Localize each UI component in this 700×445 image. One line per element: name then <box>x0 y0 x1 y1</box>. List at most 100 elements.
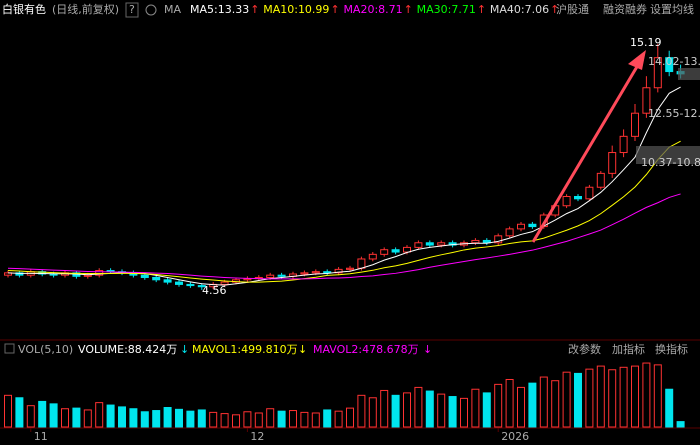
low-label: 4.56 <box>202 284 227 297</box>
volume-bar <box>209 411 218 428</box>
header-link[interactable]: 沪股通 <box>556 2 589 16</box>
mavol1-arrow: ↓ <box>298 343 307 356</box>
candle-body <box>277 274 286 277</box>
volume-bar <box>266 408 275 428</box>
volume-bar <box>437 393 446 428</box>
volume-bar <box>653 364 662 428</box>
volume-bar <box>254 412 263 428</box>
volume-bar <box>562 371 571 428</box>
volume-bar <box>482 392 491 428</box>
volume-bar <box>38 400 47 428</box>
volume-bar <box>551 380 560 428</box>
volume-bar <box>539 376 548 428</box>
volume-bar <box>403 392 411 428</box>
candle-body <box>596 172 605 188</box>
volume-bar <box>118 406 126 428</box>
volume-bar <box>448 396 457 428</box>
candle-body <box>574 195 582 200</box>
ma-value: MA5:13.33 <box>190 3 249 16</box>
ma-value: MA20:8.71 <box>343 3 402 16</box>
volume-bar <box>83 409 92 428</box>
volume-bar <box>596 365 605 428</box>
volume-bar <box>574 372 582 428</box>
candle-body <box>175 281 183 285</box>
candle-body <box>186 283 195 287</box>
candle-body <box>380 249 389 255</box>
volume-bar <box>334 410 343 428</box>
volume-bar <box>61 408 69 428</box>
level-box <box>678 68 700 80</box>
candle-body <box>619 135 628 154</box>
volume-bar <box>243 411 252 428</box>
volume-bar <box>494 383 503 428</box>
candle-body <box>528 223 537 228</box>
volume-bar <box>129 408 138 428</box>
candle-body <box>152 276 161 281</box>
candle-body <box>562 195 571 207</box>
volume-bar <box>460 397 468 428</box>
candle-body <box>266 274 275 278</box>
candle-body <box>642 87 651 114</box>
candle-body <box>608 152 617 174</box>
x-tick-label: 11 <box>34 430 48 443</box>
volume-bar <box>72 407 81 428</box>
volume-bar <box>323 409 332 428</box>
candle-body <box>505 228 514 237</box>
volume-bar <box>163 407 172 428</box>
arrow-head <box>628 50 646 70</box>
header-link[interactable]: 设置均线 <box>650 2 694 16</box>
volume-bar <box>49 403 58 428</box>
mavol1: MAVOL1:499.810万 <box>192 343 298 356</box>
volume-bar <box>505 378 514 428</box>
ma-value: MA40:7.06 <box>490 3 549 16</box>
help[interactable]: ? <box>129 3 135 16</box>
volume-bar <box>380 389 389 428</box>
volume-bar <box>175 408 183 428</box>
volume-bar <box>631 365 639 428</box>
volume-bar <box>220 413 229 428</box>
mavol2: MAVOL2:478.678万 <box>313 343 419 356</box>
button[interactable]: 改参数 <box>568 342 601 356</box>
volume-bar <box>585 368 594 428</box>
candle-body <box>357 258 366 269</box>
candle-body <box>437 242 446 246</box>
volume-bar <box>642 362 651 428</box>
volume-bar <box>619 366 628 428</box>
volume-bar <box>95 402 104 428</box>
period-mode[interactable]: (日线,前复权) <box>52 2 119 16</box>
arrow-shaft <box>531 64 640 243</box>
candle-body <box>471 239 480 244</box>
ma-arrow: ↑ <box>250 3 259 16</box>
volume-bar <box>197 409 206 428</box>
volume-bar <box>106 404 115 428</box>
volume-bar <box>232 414 240 428</box>
volume-bar <box>517 386 525 428</box>
volume-bar <box>471 388 480 428</box>
ma-line <box>7 193 681 280</box>
ma-label: MA <box>164 3 181 16</box>
vol-toggle[interactable] <box>4 343 15 354</box>
high-label: 15.19 <box>630 36 662 49</box>
volume-bar <box>391 394 400 428</box>
volume-bar <box>186 410 195 428</box>
candle-body <box>665 57 674 73</box>
candle-body <box>95 270 104 276</box>
candle-body <box>163 279 172 283</box>
candle-body <box>197 285 206 288</box>
button[interactable]: 加指标 <box>612 342 645 356</box>
candle-body <box>140 274 149 278</box>
candle-body <box>517 223 525 230</box>
candle-body <box>300 272 309 275</box>
settings-icon[interactable] <box>145 4 157 16</box>
volume-bar <box>140 411 149 428</box>
header-link[interactable]: 融资融券 <box>603 2 647 16</box>
volume-bar <box>4 394 12 428</box>
candle-body <box>220 281 229 285</box>
volume-bar <box>676 421 685 428</box>
button[interactable]: 换指标 <box>655 342 688 356</box>
level-label: 14.02-13. <box>648 55 700 68</box>
candle-body <box>334 268 343 274</box>
ma-value: MA10:10.99 <box>263 3 329 16</box>
